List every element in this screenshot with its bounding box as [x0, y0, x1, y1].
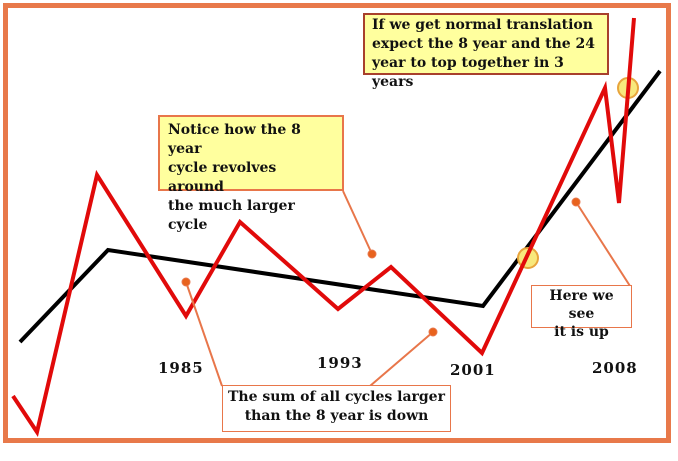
x-tick-1993: 1993: [317, 354, 363, 372]
annotation-top-translation: If we get normal translation expect the …: [363, 13, 609, 90]
sum-left-callout-line: [185, 281, 223, 387]
sum-right-callout-dot: [428, 327, 438, 337]
larger-cycle-sum-line: [18, 69, 662, 344]
annotation-here-up: Here we see it is up: [531, 285, 632, 340]
x-tick-1985: 1985: [158, 359, 204, 377]
chart-frame-border: [3, 3, 671, 443]
notice-callout-dot: [367, 249, 377, 259]
sum-left-callout-dot: [181, 277, 191, 287]
notice-callout-line: [342, 190, 373, 255]
annotation-notice-8-year: Notice how the 8 year cycle revolves aro…: [158, 115, 344, 233]
x-tick-2008: 2008: [592, 359, 638, 377]
up-callout-dot: [571, 197, 581, 207]
sum-right-callout-line: [369, 331, 434, 387]
annotation-sum-of-cycles: The sum of all cycles larger than the 8 …: [222, 385, 451, 432]
x-tick-2001: 2001: [450, 361, 496, 379]
8-year-cycle-line: [11, 17, 636, 437]
up-callout-line: [575, 201, 631, 287]
